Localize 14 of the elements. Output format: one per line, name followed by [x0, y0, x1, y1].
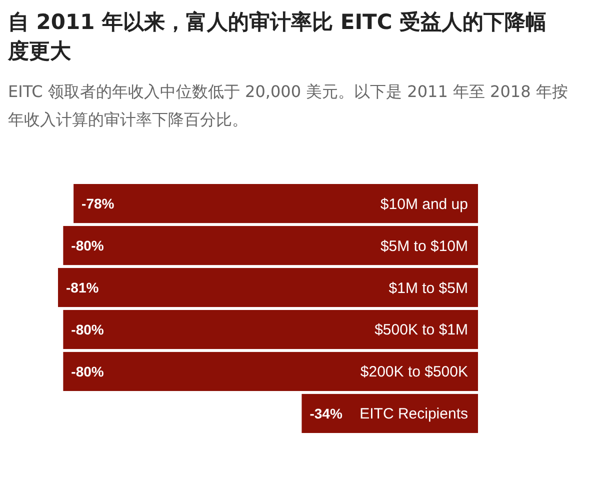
y-tick-label: $5M to $10M — [380, 238, 468, 255]
y-tick-label: $200K to $500K — [360, 364, 468, 381]
data-label: -80% — [71, 237, 104, 254]
data-label: -80% — [71, 363, 104, 380]
chart-subtitle: EITC 领取者的年收入中位数低于 20,000 美元。以下是 2011 年至 2018 年按年收入计算的审计率下降百分比。 — [8, 81, 568, 131]
data-label: -78% — [82, 195, 115, 212]
data-label: -81% — [66, 279, 100, 296]
chart-title: 自 2011 年以来，富人的审计率比 EITC 受益人的下降幅度更大 — [8, 9, 548, 65]
y-tick-label: $10M and up — [380, 196, 468, 213]
y-tick-label: EITC Recipients — [360, 406, 468, 423]
y-tick-label: $1M to $5M — [388, 280, 468, 297]
data-label: -34% — [310, 405, 343, 422]
data-label: -80% — [71, 321, 104, 338]
y-tick-label: $500K to $1M — [374, 322, 468, 339]
